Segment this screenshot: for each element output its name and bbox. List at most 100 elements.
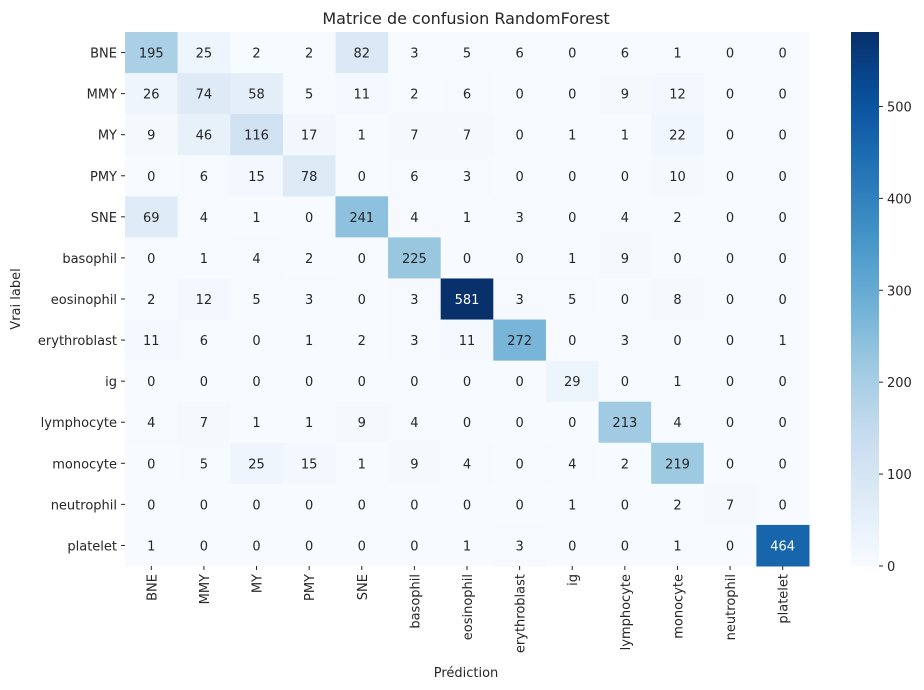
cell-value-label: 0 — [358, 252, 366, 267]
cell-value-label: 1 — [621, 129, 629, 144]
cell-value-label: 3 — [410, 293, 418, 308]
cell-value-label: 10 — [669, 170, 686, 185]
cell-value-label: 6 — [410, 170, 418, 185]
cell-value-label: 0 — [463, 375, 471, 390]
heatmap-cell — [335, 524, 389, 567]
heatmap-cell — [651, 114, 705, 156]
cell-value-label: 0 — [358, 170, 366, 185]
cell-value-label: 0 — [252, 334, 260, 349]
cell-value-label: 74 — [196, 88, 213, 103]
heatmap-cell — [125, 360, 179, 403]
cell-value-label: 3 — [410, 47, 418, 62]
cell-value-label: 5 — [252, 293, 260, 308]
heatmap-cell — [703, 442, 757, 485]
cell-value-label: 0 — [410, 498, 418, 513]
cell-value-label: 0 — [515, 129, 523, 144]
cell-value-label: 0 — [726, 47, 734, 62]
heatmap-cell — [282, 360, 336, 403]
heatmap-cell — [598, 319, 652, 362]
heatmap-cell — [651, 401, 705, 444]
cell-value-label: 7 — [726, 498, 734, 513]
heatmap-cell — [125, 114, 179, 156]
cell-value-label: 0 — [358, 375, 366, 390]
cell-value-label: 0 — [726, 375, 734, 390]
heatmap-cell — [335, 483, 389, 526]
heatmap-cell — [545, 278, 600, 321]
cell-value-label: 0 — [515, 170, 523, 185]
cell-value-label: 272 — [507, 334, 532, 349]
x-tick-label: ig — [566, 574, 581, 586]
heatmap-cell — [756, 32, 810, 74]
cell-value-label: 0 — [568, 47, 576, 62]
heatmap-cell — [125, 524, 179, 567]
cell-value-label: 9 — [410, 457, 418, 472]
heatmap-cell — [493, 442, 547, 485]
cell-value-label: 5 — [200, 457, 208, 472]
colorbar-ticks: 0 100 200 300 400 500 — [879, 100, 912, 575]
heatmap-cell — [598, 196, 652, 238]
heatmap-cell — [440, 442, 494, 485]
heatmap-cell — [440, 32, 494, 74]
cell-value-label: 7 — [410, 129, 418, 144]
y-tick-label: platelet — [67, 539, 117, 554]
heatmap-cell — [177, 73, 231, 115]
cell-value-label: 0 — [621, 170, 629, 185]
cell-value-label: 0 — [673, 334, 681, 349]
cell-value-label: 0 — [726, 88, 734, 103]
cell-value-label: 0 — [147, 252, 155, 267]
heatmap-cell — [335, 73, 389, 115]
x-tick-label: lymphocyte — [619, 574, 634, 650]
cell-value-label: 241 — [349, 211, 374, 226]
heatmap-cell — [651, 196, 705, 238]
heatmap-cell — [545, 401, 600, 444]
cell-value-label: 4 — [147, 416, 155, 431]
heatmap-cell — [703, 196, 757, 238]
heatmap-cell — [493, 237, 547, 279]
cell-value-label: 1 — [305, 334, 313, 349]
cell-value-label: 0 — [515, 457, 523, 472]
heatmap-cell — [651, 32, 705, 74]
cell-value-label: 116 — [244, 129, 269, 144]
heatmap-cell — [388, 483, 442, 526]
heatmap-cell — [335, 278, 389, 321]
heatmap-cell — [388, 73, 442, 115]
heatmap-cell — [388, 237, 442, 279]
heatmap-cell — [230, 360, 284, 403]
cell-value-label: 0 — [463, 252, 471, 267]
cell-value-label: 0 — [515, 416, 523, 431]
heatmap-cell — [335, 401, 389, 444]
cell-value-label: 3 — [410, 334, 418, 349]
cell-value-label: 1 — [358, 129, 366, 144]
cell-value-label: 219 — [665, 457, 690, 472]
heatmap-cell — [493, 155, 547, 197]
heatmap-cell — [388, 278, 442, 321]
x-tick-label: neutrophil — [724, 574, 739, 640]
heatmap-cell — [703, 360, 757, 403]
heatmap-cell — [125, 483, 179, 526]
heatmap-cell — [230, 155, 284, 197]
heatmap-cell — [545, 360, 600, 403]
y-tick-label: lymphocyte — [41, 416, 117, 431]
cell-value-label: 12 — [196, 293, 213, 308]
heatmap-cell — [440, 278, 494, 321]
heatmap-cell — [440, 401, 494, 444]
heatmap-cell — [440, 360, 494, 403]
heatmap-cell — [703, 401, 757, 444]
x-tick-label: erythroblast — [514, 574, 529, 653]
heatmap-cell — [125, 401, 179, 444]
cell-value-label: 0 — [252, 539, 260, 554]
cell-value-label: 225 — [402, 252, 427, 267]
heatmap-cell — [651, 442, 705, 485]
heatmap-cell — [493, 360, 547, 403]
heatmap-cell — [598, 114, 652, 156]
heatmap-cell — [703, 155, 757, 197]
x-tick-label: PMY — [303, 574, 318, 601]
cell-value-label: 2 — [621, 457, 629, 472]
cell-value-label: 6 — [463, 88, 471, 103]
heatmap-cell — [177, 278, 231, 321]
cell-value-label: 0 — [200, 375, 208, 390]
heatmap-cell — [230, 278, 284, 321]
heatmap-cell — [282, 442, 336, 485]
cell-value-label: 0 — [779, 293, 787, 308]
